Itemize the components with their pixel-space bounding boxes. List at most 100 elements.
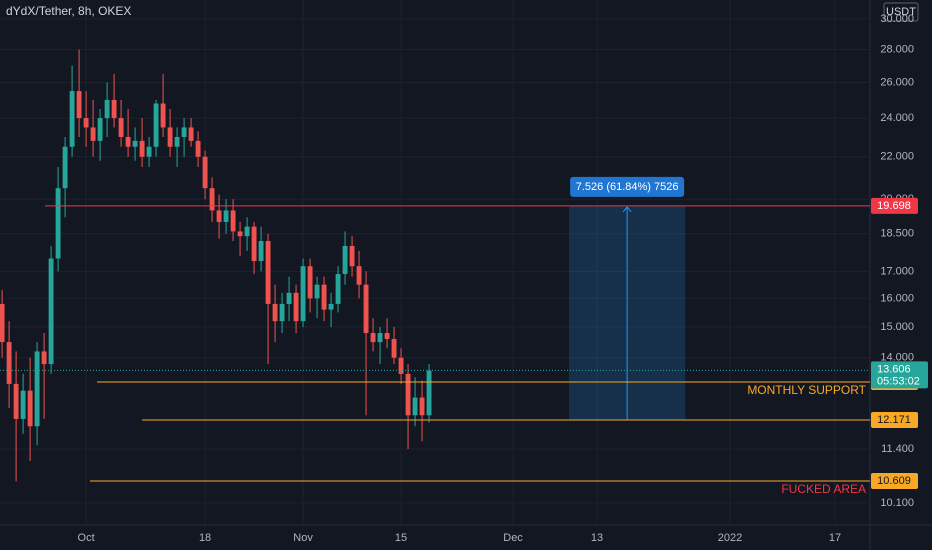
candle-body bbox=[391, 339, 397, 358]
current-price-box bbox=[871, 361, 928, 389]
y-tick-label: 30.000 bbox=[880, 13, 914, 25]
candle-body bbox=[384, 333, 390, 340]
y-tick-label: 28.000 bbox=[880, 43, 914, 55]
level-price: 19.698 bbox=[877, 200, 911, 212]
candle-body bbox=[167, 127, 173, 147]
candle-body bbox=[188, 127, 194, 141]
level-annotation: MONTHLY SUPPORT bbox=[747, 383, 866, 397]
y-tick-label: 17.000 bbox=[880, 265, 914, 277]
candle-body bbox=[272, 303, 278, 322]
candle-body bbox=[160, 103, 166, 128]
candle-body bbox=[356, 266, 362, 285]
countdown: 05:53:02 bbox=[877, 375, 920, 387]
candle-body bbox=[111, 99, 117, 119]
candle-body bbox=[300, 266, 306, 322]
level-price: 12.171 bbox=[877, 414, 911, 426]
candle-body bbox=[251, 226, 257, 262]
candle-body bbox=[419, 397, 425, 416]
y-tick-label: 14.000 bbox=[880, 352, 914, 364]
candle-body bbox=[258, 241, 264, 262]
y-tick-label: 15.000 bbox=[880, 321, 914, 333]
candle-body bbox=[286, 292, 292, 304]
candle-body bbox=[342, 245, 348, 275]
measure-label-box bbox=[570, 176, 685, 197]
candle-body bbox=[125, 136, 131, 147]
currency: USDT bbox=[886, 6, 916, 18]
candle-body bbox=[195, 140, 201, 157]
candle-body bbox=[209, 188, 215, 211]
candle-body bbox=[244, 226, 250, 237]
level-price: 10.609 bbox=[877, 475, 911, 487]
candle-body bbox=[104, 99, 110, 119]
x-tick-label: Dec bbox=[503, 532, 523, 544]
candle-body bbox=[237, 231, 243, 237]
candle-body bbox=[307, 266, 313, 299]
level-price-box bbox=[871, 411, 918, 428]
candle-body bbox=[13, 383, 19, 419]
candle-body bbox=[41, 351, 47, 365]
x-tick-label: Oct bbox=[78, 532, 95, 544]
candle-body bbox=[48, 258, 54, 365]
level-price-box bbox=[871, 197, 918, 214]
y-tick-label: 18.500 bbox=[880, 228, 914, 240]
candle-body bbox=[230, 210, 236, 232]
candle-body bbox=[412, 397, 418, 416]
candle-body bbox=[76, 91, 82, 119]
y-tick-label: 26.000 bbox=[880, 76, 914, 88]
candle-body bbox=[398, 357, 404, 374]
candle-body bbox=[0, 303, 5, 343]
candle-body bbox=[223, 210, 229, 222]
candle-body bbox=[363, 284, 369, 334]
candle-body bbox=[321, 284, 327, 310]
measure-label: 7.526 (61.84%) 7526 bbox=[576, 181, 679, 193]
candle-body bbox=[293, 292, 299, 322]
candle-body bbox=[405, 373, 411, 416]
chart-title: dYdX/Tether, 8h, OKEX bbox=[6, 4, 131, 18]
candle-body bbox=[426, 370, 432, 416]
candle-body bbox=[146, 146, 152, 157]
x-tick-label: 2022 bbox=[718, 532, 742, 544]
candle-body bbox=[55, 188, 61, 259]
x-tick-label: 17 bbox=[829, 532, 841, 544]
candle-body bbox=[328, 303, 334, 310]
candle-body bbox=[202, 156, 208, 189]
candle-body bbox=[20, 390, 26, 419]
candle-body bbox=[62, 146, 68, 189]
candle-body bbox=[139, 140, 145, 157]
level-annotation: FUCKED AREA bbox=[781, 482, 866, 496]
y-tick-label: 24.000 bbox=[880, 112, 914, 124]
candle-body bbox=[83, 118, 89, 128]
candle-body bbox=[34, 351, 40, 427]
candle-body bbox=[132, 140, 138, 147]
candle-body bbox=[370, 333, 376, 343]
candle-body bbox=[118, 118, 124, 137]
candle-body bbox=[97, 118, 103, 141]
current-price: 13.606 bbox=[877, 363, 911, 375]
candle-body bbox=[279, 303, 285, 322]
x-tick-label: 13 bbox=[591, 532, 603, 544]
currency-box bbox=[883, 2, 919, 22]
candle-body bbox=[265, 241, 271, 304]
candle-body bbox=[349, 245, 355, 267]
y-tick-label: 10.100 bbox=[880, 497, 914, 509]
candle-body bbox=[69, 91, 75, 147]
measure-arrowhead bbox=[622, 206, 632, 213]
candle-body bbox=[6, 342, 12, 384]
candle-body bbox=[216, 210, 222, 222]
candle-body bbox=[314, 284, 320, 299]
y-tick-label: 16.000 bbox=[880, 292, 914, 304]
level-price-box bbox=[871, 473, 918, 490]
y-tick-label: 22.000 bbox=[880, 151, 914, 163]
candle-body bbox=[335, 274, 341, 304]
x-tick-label: 15 bbox=[395, 532, 407, 544]
candle-body bbox=[174, 136, 180, 147]
candle-body bbox=[153, 103, 159, 147]
y-tick-label: 11.400 bbox=[881, 443, 914, 455]
x-tick-label: Nov bbox=[293, 532, 313, 544]
x-tick-label: 18 bbox=[199, 532, 211, 544]
candle-body bbox=[90, 127, 96, 141]
candle-body bbox=[181, 127, 187, 137]
candle-body bbox=[377, 333, 383, 343]
candle-body bbox=[27, 390, 33, 427]
